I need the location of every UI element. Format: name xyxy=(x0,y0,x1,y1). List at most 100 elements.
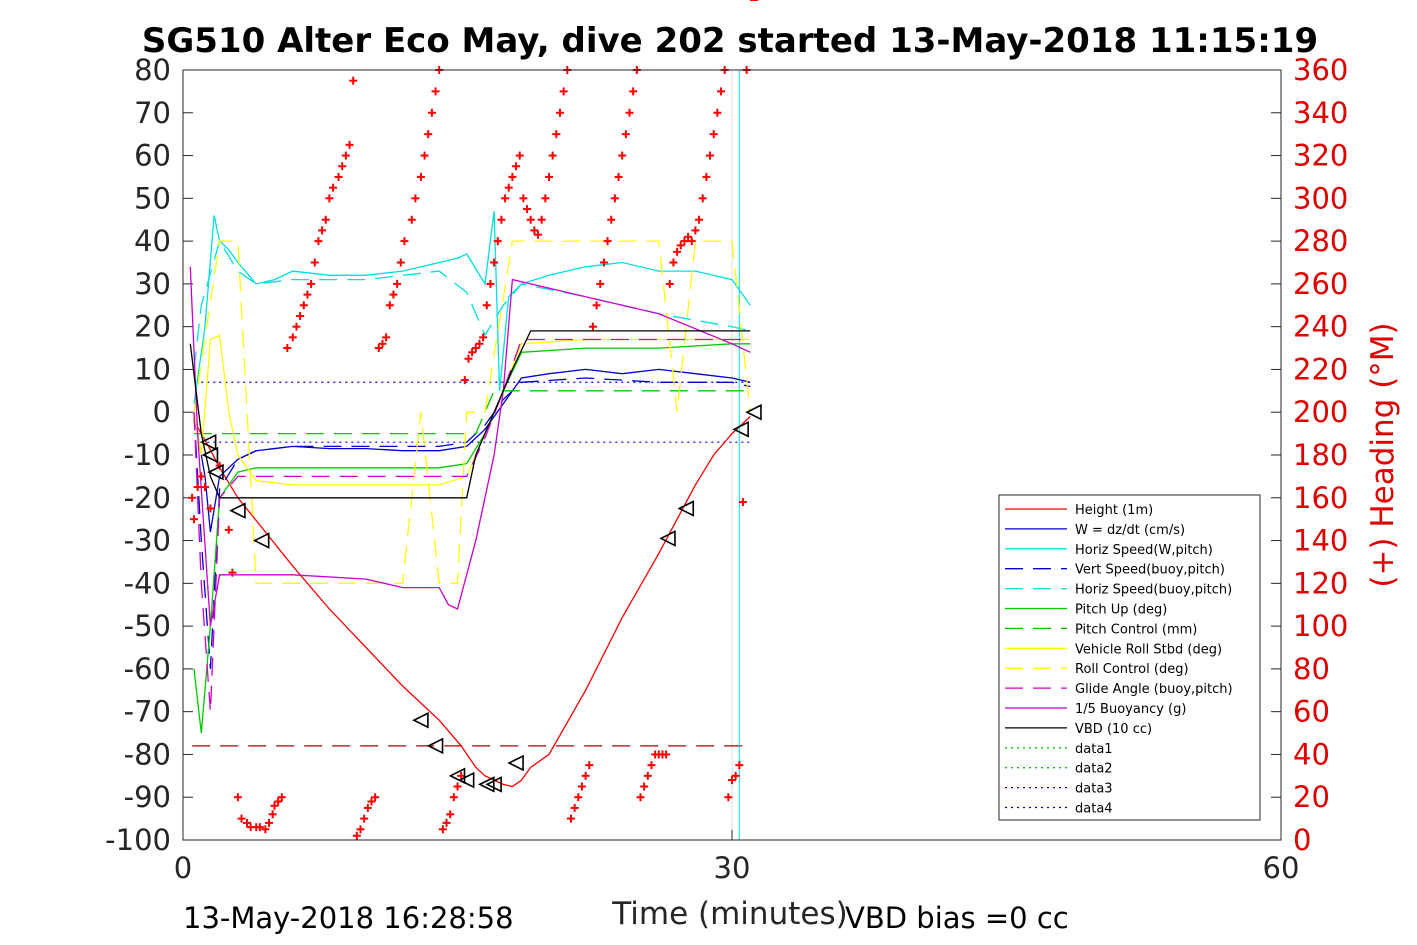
right-tick-label: 120 xyxy=(1293,566,1348,600)
heading-point xyxy=(552,130,561,139)
heading-point xyxy=(724,793,733,802)
y-tick-label: -30 xyxy=(124,524,171,558)
heading-point xyxy=(411,194,420,203)
right-tick-label: 20 xyxy=(1293,780,1330,814)
chart-title: SG510 Alter Eco May, dive 202 started 13… xyxy=(142,21,1318,61)
y-tick-label: 80 xyxy=(134,53,171,87)
y-tick-label: -10 xyxy=(124,438,171,472)
heading-point xyxy=(360,814,369,823)
series-line-11 xyxy=(189,330,751,499)
heading-point xyxy=(526,215,535,224)
legend-entry: Horiz Speed(W,pitch) xyxy=(1075,543,1213,558)
right-tick-label: 240 xyxy=(1293,310,1348,344)
heading-point xyxy=(702,172,711,181)
y-tick-label: 40 xyxy=(134,224,171,258)
legend-entry: Height (1m) xyxy=(1075,503,1153,518)
heading-point xyxy=(363,803,372,812)
heading-point xyxy=(490,258,499,267)
triangle-marker xyxy=(732,421,749,438)
right-axis-label: (+) Heading (°M) xyxy=(1365,322,1401,587)
heading-point xyxy=(288,333,297,342)
heading-point xyxy=(475,339,484,348)
heading-point xyxy=(530,226,539,235)
heading-point xyxy=(400,237,409,246)
heading-point xyxy=(206,504,215,513)
heading-point xyxy=(345,140,354,149)
heading-point xyxy=(614,172,623,181)
heading-point xyxy=(673,247,682,256)
y-tick-label: -100 xyxy=(105,823,171,857)
heading-point xyxy=(471,344,480,353)
heading-point xyxy=(255,823,264,832)
heading-point xyxy=(367,797,376,806)
y-tick-label: 30 xyxy=(134,267,171,301)
heading-point xyxy=(446,810,455,819)
heading-point xyxy=(277,793,286,802)
footer-timestamp: 13-May-2018 16:28:58 xyxy=(183,901,514,935)
heading-point xyxy=(193,483,202,492)
heading-point xyxy=(200,483,209,492)
heading-point xyxy=(629,87,638,96)
legend-entry: data4 xyxy=(1075,802,1113,817)
heading-point xyxy=(555,108,564,117)
triangle-marker xyxy=(448,767,466,785)
heading-point xyxy=(265,818,274,827)
heading-point xyxy=(449,793,458,802)
legend: Height (1m) W = dz/dt (cm/s) Horiz Speed(W… xyxy=(998,494,1261,821)
heading-point xyxy=(541,194,550,203)
triangle-marker xyxy=(229,502,246,519)
heading-point xyxy=(698,194,707,203)
heading-point xyxy=(497,215,506,224)
plot-lines xyxy=(188,0,762,840)
right-tick-label: 160 xyxy=(1293,481,1348,515)
y-tick-label: 0 xyxy=(153,395,171,429)
legend-entry: Pitch Up (deg) xyxy=(1075,603,1167,618)
right-tick-label: 260 xyxy=(1293,267,1348,301)
heading-point xyxy=(717,87,726,96)
heading-point xyxy=(548,151,557,160)
right-tick-label: 360 xyxy=(1293,53,1348,87)
heading-point xyxy=(349,76,358,85)
right-tick-label: 340 xyxy=(1293,96,1348,130)
y-tick-label: -70 xyxy=(124,695,171,729)
heading-point xyxy=(596,279,605,288)
heading-point xyxy=(643,771,652,780)
heading-point xyxy=(680,237,689,246)
heading-point xyxy=(621,130,630,139)
heading-point xyxy=(625,108,634,117)
legend-entry: Vehicle Roll Stbd (deg) xyxy=(1075,642,1222,657)
heading-point xyxy=(460,376,469,385)
heading-point xyxy=(389,290,398,299)
heading-point xyxy=(574,793,583,802)
heading-point xyxy=(338,162,347,171)
heading-point xyxy=(453,782,462,791)
heading-point xyxy=(438,825,447,834)
plot-frame xyxy=(182,69,1282,841)
triangle-marker xyxy=(201,446,219,464)
heading-point xyxy=(486,279,495,288)
heading-point xyxy=(233,793,242,802)
right-tick-label: 180 xyxy=(1293,438,1348,472)
heading-point xyxy=(504,183,513,192)
heading-point xyxy=(647,761,656,770)
heading-point xyxy=(493,237,502,246)
heading-point xyxy=(385,301,394,310)
heading-point xyxy=(676,241,685,250)
heading-point xyxy=(341,151,350,160)
right-tick-label: 60 xyxy=(1293,695,1330,729)
heading-point xyxy=(482,301,491,310)
heading-point xyxy=(431,87,440,96)
heading-point xyxy=(735,761,744,770)
triangle-marker xyxy=(485,776,502,793)
triangle-marker xyxy=(677,500,695,517)
legend-entry: Vert Speed(buoy,pitch) xyxy=(1075,563,1225,578)
heading-point xyxy=(407,215,416,224)
heading-point xyxy=(684,232,693,241)
heading-point xyxy=(588,322,597,331)
heading-point xyxy=(325,194,334,203)
legend-entry: Roll Control (deg) xyxy=(1075,662,1189,677)
heading-point xyxy=(197,472,206,481)
right-tick-label: 320 xyxy=(1293,139,1348,173)
heading-point xyxy=(371,793,380,802)
